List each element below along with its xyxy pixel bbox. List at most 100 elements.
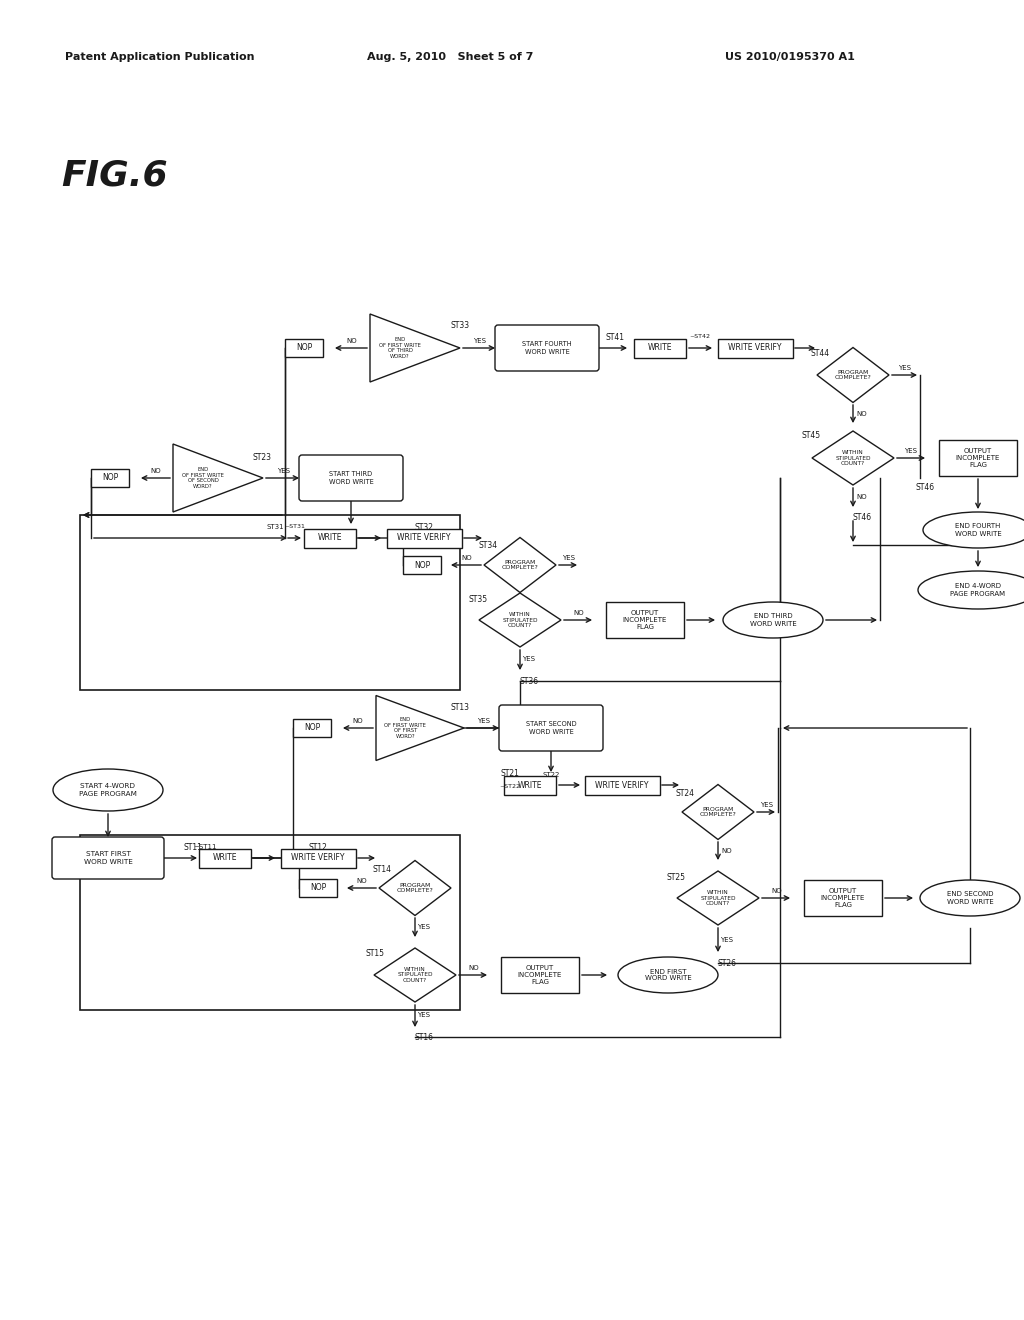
Text: ST45: ST45 [802,430,820,440]
Text: NO: NO [356,878,368,884]
Text: YES: YES [278,469,291,474]
Text: ST44: ST44 [810,350,829,359]
Text: ST25: ST25 [667,873,685,882]
Text: NOP: NOP [310,883,326,892]
Text: NO: NO [347,338,357,345]
Text: ST41: ST41 [605,333,625,342]
FancyBboxPatch shape [501,957,579,993]
FancyBboxPatch shape [718,338,793,358]
Text: ST23: ST23 [253,453,271,462]
Text: ST15: ST15 [366,949,384,958]
FancyBboxPatch shape [52,837,164,879]
Text: ~ST22: ~ST22 [500,784,520,789]
Text: NO: NO [151,469,162,474]
Text: ST26: ST26 [718,958,736,968]
Text: START 4-WORD
PAGE PROGRAM: START 4-WORD PAGE PROGRAM [79,784,137,796]
Text: YES: YES [898,366,911,371]
Text: FIG.6: FIG.6 [61,158,168,191]
Text: ST36: ST36 [519,676,539,685]
FancyBboxPatch shape [804,880,882,916]
FancyBboxPatch shape [499,705,603,751]
Text: NOP: NOP [296,343,312,352]
Text: YES: YES [418,924,430,931]
Text: END
OF FIRST WRITE
OF FIRST
WORD?: END OF FIRST WRITE OF FIRST WORD? [384,717,426,739]
Text: YES: YES [522,656,536,663]
Text: WRITE VERIFY: WRITE VERIFY [291,854,345,862]
Text: ST33: ST33 [451,321,470,330]
FancyBboxPatch shape [386,528,462,548]
Text: WRITE VERIFY: WRITE VERIFY [728,343,781,352]
Polygon shape [817,347,889,403]
Ellipse shape [923,512,1024,548]
Text: PROGRAM
COMPLETE?: PROGRAM COMPLETE? [502,560,539,570]
Text: ST14: ST14 [373,865,391,874]
Text: ST35: ST35 [468,594,487,603]
Ellipse shape [723,602,823,638]
Text: END
OF FIRST WRITE
OF SECOND
WORD?: END OF FIRST WRITE OF SECOND WORD? [182,467,224,490]
Polygon shape [374,948,456,1002]
Polygon shape [370,314,460,381]
FancyBboxPatch shape [403,556,441,574]
Polygon shape [379,861,451,916]
Text: ST24: ST24 [676,788,694,797]
Text: NO: NO [772,888,782,894]
FancyBboxPatch shape [91,469,129,487]
FancyBboxPatch shape [634,338,686,358]
Text: WRITE: WRITE [518,780,543,789]
Text: ~ST11: ~ST11 [194,843,217,850]
Text: YES: YES [477,718,490,723]
Text: NOP: NOP [304,723,321,733]
FancyBboxPatch shape [495,325,599,371]
Text: END THIRD
WORD WRITE: END THIRD WORD WRITE [750,614,797,627]
Text: ST22: ST22 [543,772,560,777]
Text: YES: YES [418,1012,430,1018]
Text: NOP: NOP [414,561,430,569]
FancyBboxPatch shape [304,528,356,548]
Text: YES: YES [721,937,733,942]
Text: WITHIN
STIPULATED
COUNT?: WITHIN STIPULATED COUNT? [700,890,736,907]
Text: WRITE VERIFY: WRITE VERIFY [397,533,451,543]
Text: ~ST42: ~ST42 [689,334,711,339]
FancyBboxPatch shape [606,602,684,638]
Ellipse shape [918,572,1024,609]
Text: END FOURTH
WORD WRITE: END FOURTH WORD WRITE [954,524,1001,536]
Text: ST34: ST34 [478,540,498,549]
Text: PROGRAM
COMPLETE?: PROGRAM COMPLETE? [699,807,736,817]
Text: OUTPUT
INCOMPLETE
FLAG: OUTPUT INCOMPLETE FLAG [955,447,1000,469]
Polygon shape [173,444,263,512]
Text: WITHIN
STIPULATED
COUNT?: WITHIN STIPULATED COUNT? [502,611,538,628]
Text: ST31: ST31 [266,524,284,531]
FancyBboxPatch shape [939,440,1017,477]
Text: Patent Application Publication: Patent Application Publication [66,51,255,62]
Ellipse shape [920,880,1020,916]
Text: YES: YES [904,447,918,454]
Text: START THIRD
WORD WRITE: START THIRD WORD WRITE [329,471,374,484]
Ellipse shape [618,957,718,993]
Text: WRITE: WRITE [317,533,342,543]
Ellipse shape [53,770,163,810]
Text: NO: NO [352,718,364,723]
Text: OUTPUT
INCOMPLETE
FLAG: OUTPUT INCOMPLETE FLAG [518,965,562,985]
Text: NO: NO [857,494,867,500]
FancyBboxPatch shape [285,339,323,356]
FancyBboxPatch shape [299,455,403,502]
Text: ~ST31: ~ST31 [285,524,305,529]
Text: NO: NO [469,965,479,972]
Polygon shape [376,696,464,760]
Text: NO: NO [573,610,585,616]
Text: WITHIN
STIPULATED
COUNT?: WITHIN STIPULATED COUNT? [836,450,870,466]
Text: ST13: ST13 [451,702,469,711]
Text: END
OF FIRST WRITE
OF THIRD
WORD?: END OF FIRST WRITE OF THIRD WORD? [379,337,421,359]
Text: ST46: ST46 [915,483,935,492]
Text: NO: NO [462,554,472,561]
Text: END 4-WORD
PAGE PROGRAM: END 4-WORD PAGE PROGRAM [950,583,1006,597]
Polygon shape [677,871,759,925]
Text: PROGRAM
COMPLETE?: PROGRAM COMPLETE? [396,883,433,894]
Text: WITHIN
STIPULATED
COUNT?: WITHIN STIPULATED COUNT? [397,966,433,983]
Text: WRITE: WRITE [213,854,238,862]
Text: ST12: ST12 [308,842,328,851]
Polygon shape [479,593,561,647]
Text: YES: YES [562,554,575,561]
FancyBboxPatch shape [199,849,251,867]
FancyBboxPatch shape [281,849,355,867]
